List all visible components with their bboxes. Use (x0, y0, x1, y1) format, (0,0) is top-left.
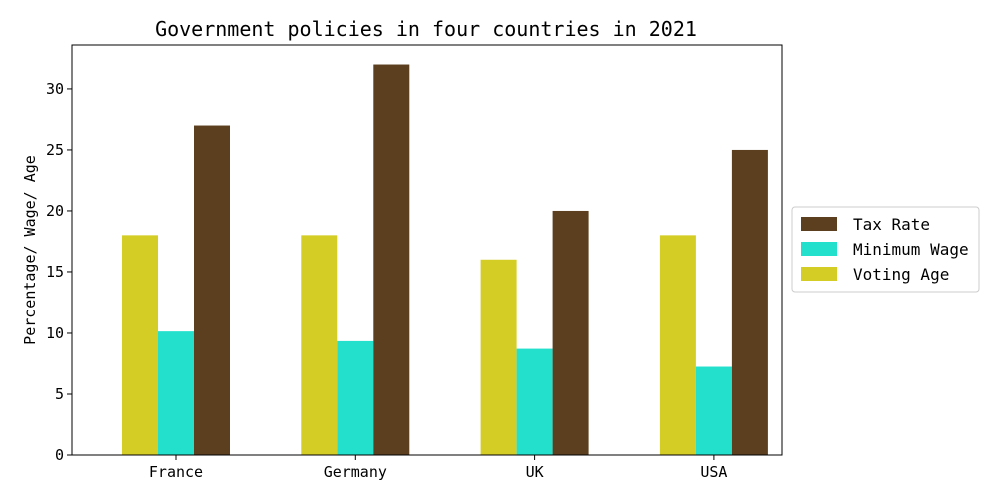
x-tick-label-usa: USA (700, 463, 727, 481)
y-tick-label-0: 0 (55, 446, 64, 464)
y-tick-label-15: 15 (46, 263, 64, 281)
legend-label-tax-rate: Tax Rate (853, 215, 930, 234)
legend-label-voting-age: Voting Age (853, 265, 949, 284)
bar-minimum-wage-france (158, 331, 194, 455)
y-tick-label-5: 5 (55, 385, 64, 403)
legend-frame (791, 206, 980, 293)
legend: Tax Rate Minimum Wage Voting Age (791, 206, 980, 293)
bar-voting-age-germany (301, 235, 338, 455)
bar-tax-rate-germany (373, 64, 410, 456)
bar-voting-age-uk (480, 259, 517, 455)
y-tick-label-10: 10 (46, 324, 64, 342)
bar-minimum-wage-germany (337, 340, 374, 455)
plot-area: France Germany UK USA 0 5 10 15 20 25 30 (46, 44, 783, 481)
y-tick-label-25: 25 (46, 141, 64, 159)
bar-tax-rate-usa (731, 149, 768, 455)
bar-tax-rate-uk (552, 210, 589, 455)
bar-tax-rate-france (194, 125, 230, 456)
x-tick-label-uk: UK (526, 463, 544, 481)
legend-label-minimum-wage: Minimum Wage (853, 240, 969, 259)
chart-title: Government policies in four countries in… (155, 17, 697, 41)
legend-swatch-minimum-wage (801, 242, 837, 256)
x-tick-label-france: France (149, 463, 203, 481)
bar-minimum-wage-usa (695, 366, 732, 455)
x-tick-label-germany: Germany (324, 463, 387, 481)
y-tick-label-30: 30 (46, 80, 64, 98)
y-axis-label: Percentage/ Wage/ Age (21, 155, 39, 345)
legend-swatch-voting-age (801, 267, 837, 281)
y-tick-label-20: 20 (46, 202, 64, 220)
bar-minimum-wage-uk (516, 348, 553, 455)
axes-frame (71, 44, 783, 456)
bar-voting-age-france (122, 235, 158, 455)
bar-voting-age-usa (659, 235, 696, 455)
legend-swatch-tax-rate (801, 217, 837, 231)
